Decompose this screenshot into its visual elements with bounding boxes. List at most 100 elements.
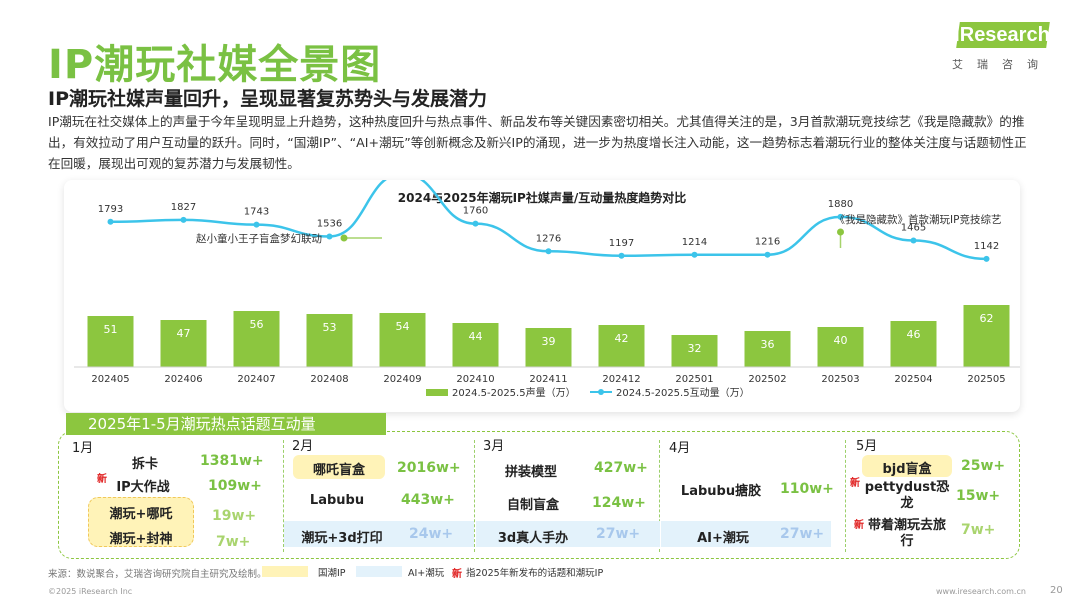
- topic-name: 拆卡: [131, 457, 158, 472]
- topic-value: 24w+: [409, 526, 454, 542]
- line-point: [691, 251, 698, 258]
- line-point-label: 1743: [244, 207, 269, 218]
- bar-label: 42: [615, 332, 629, 345]
- line-point: [983, 255, 990, 262]
- column-divider: [283, 440, 284, 552]
- x-tick-label: 202412: [602, 374, 640, 385]
- new-tag: 新: [854, 520, 864, 531]
- bar-label: 47: [177, 327, 191, 340]
- chart-title: 2024与2025年潮玩IP社媒声量/互动量热度趋势对比: [398, 190, 686, 205]
- x-tick-label: 202407: [237, 374, 275, 385]
- guo-ip-group: [88, 497, 194, 547]
- bar-202406: [160, 320, 207, 367]
- line-point: [618, 252, 625, 259]
- line-point: [837, 213, 844, 220]
- x-tick-label: 202411: [529, 374, 567, 385]
- bar-202409: [379, 313, 426, 367]
- legend-line-label: 2024.5-2025.5互动量（万）: [616, 387, 750, 399]
- bar-label: 39: [542, 335, 556, 348]
- ai-highlight: [661, 521, 831, 547]
- legend-line-marker: [598, 389, 604, 395]
- guo-ip-highlight: [293, 455, 385, 479]
- line-point-label: 1760: [463, 206, 488, 217]
- bar-label: 32: [688, 342, 702, 355]
- bar-202505: [963, 305, 1010, 367]
- topic-name: 拼装模型: [504, 465, 557, 480]
- topic-name: IP大作战: [116, 480, 170, 495]
- bar-202412: [598, 325, 645, 367]
- bar-202503: [817, 327, 864, 367]
- topic-name: 自制盲盒: [506, 498, 559, 513]
- hot-topics-header: 2025年1-5月潮玩热点话题互动量: [66, 413, 386, 435]
- line-point-label: 1793: [98, 204, 123, 215]
- line-point: [764, 251, 771, 258]
- x-tick-label: 202504: [894, 374, 932, 385]
- ai-highlight: [284, 521, 474, 547]
- line-point: [545, 248, 552, 255]
- annotation-label: 《我是隐藏款》首款潮玩IP竞技综艺: [835, 213, 1002, 226]
- topic-name: AI+潮玩: [697, 531, 749, 546]
- bar-202501: [671, 335, 718, 367]
- topic-value: 443w+: [401, 492, 455, 508]
- topic-value: 15w+: [956, 488, 1001, 504]
- line-point: [910, 237, 917, 244]
- x-tick-label: 202405: [91, 374, 129, 385]
- bar-label: 46: [907, 328, 921, 341]
- legend-new-label: 指2025年新发布的话题和潮玩IP: [466, 568, 604, 579]
- ai-highlight: [476, 521, 660, 547]
- x-tick-label: 202406: [164, 374, 202, 385]
- bar-202411: [525, 328, 572, 367]
- bar-202504: [890, 321, 937, 367]
- logo-cn: 艾瑞咨询: [952, 58, 1052, 71]
- bar-label: 40: [834, 334, 848, 347]
- legend-guo-swatch: [262, 566, 308, 577]
- bar-label: 56: [250, 318, 264, 331]
- line-point: [472, 220, 479, 227]
- bar-202408: [306, 314, 353, 367]
- line-point: [326, 233, 333, 240]
- trend-chart: 2024与2025年潮玩IP社媒声量/互动量热度趋势对比 51 47 56 53 54 44…: [74, 180, 1020, 399]
- annotation-marker: [837, 228, 844, 236]
- line-point-label: 1880: [828, 199, 853, 210]
- legend-bar-swatch: [426, 389, 448, 396]
- column-divider: [659, 440, 660, 552]
- line-point: [253, 221, 260, 228]
- line-point-label: 1214: [682, 237, 707, 248]
- x-tick-label: 202505: [967, 374, 1005, 385]
- topic-value: 427w+: [594, 460, 648, 476]
- topic-name: 潮玩+3d打印: [301, 531, 383, 546]
- legend-bar-label: 2024.5-2025.5声量（万）: [452, 386, 576, 399]
- month-label: 3月: [483, 439, 505, 454]
- topic-value: 109w+: [208, 478, 262, 494]
- topic-value: 2016w+: [397, 460, 461, 476]
- line-point-label: 1827: [171, 202, 196, 213]
- new-tag: 新: [850, 478, 860, 489]
- bar-label: 62: [980, 312, 994, 325]
- line-point-label: 1276: [536, 233, 561, 244]
- legend-guo-label: 国潮IP: [318, 568, 346, 579]
- topic-value: 27w+: [596, 526, 641, 542]
- x-tick-label: 202409: [383, 374, 421, 385]
- topic-value: 124w+: [592, 495, 646, 511]
- topic-value: 7w+: [216, 534, 251, 550]
- annotation-marker: [340, 234, 348, 242]
- legend-new-tag: 新: [452, 569, 462, 580]
- guo-ip-highlight: [862, 455, 952, 477]
- topic-name: Labubu: [309, 493, 365, 508]
- legend-ai-swatch: [356, 566, 402, 577]
- x-tick-label: 202502: [748, 374, 786, 385]
- topic-value: 19w+: [212, 508, 257, 524]
- line-point: [180, 216, 187, 223]
- annotation-label: 赵小童小王子盲盒梦幻联动: [196, 232, 322, 245]
- topic-value: 7w+: [961, 522, 996, 538]
- bar-label: 44: [469, 330, 483, 343]
- hot-topics-frame: [58, 431, 1020, 559]
- topic-value: 110w+: [780, 481, 834, 497]
- line-point-label: 1216: [755, 237, 780, 248]
- topic-value: 1381w+: [200, 453, 264, 469]
- bar-label: 51: [104, 323, 118, 336]
- copyright: ©2025 iResearch Inc: [48, 587, 133, 596]
- bar-202407: [233, 311, 280, 367]
- x-tick-label: 202408: [310, 374, 348, 385]
- bar-label: 54: [396, 320, 410, 333]
